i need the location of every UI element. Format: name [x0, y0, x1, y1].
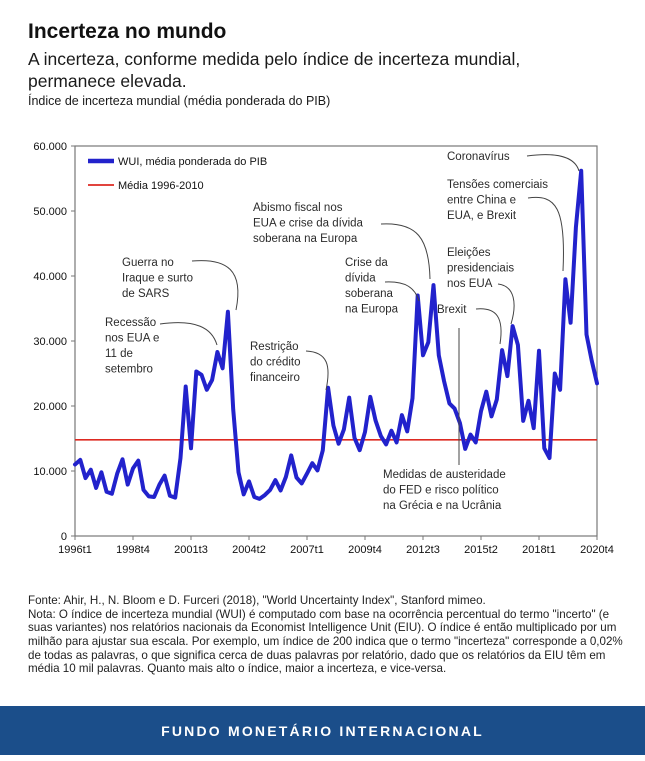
annotation-guerra-iraque-sars: Guerra no Iraque e surto de SARS	[122, 257, 193, 300]
annotation-connector-abismo-fiscal	[380, 223, 431, 280]
annotation-connector-recessao-eua-11-setembro	[159, 322, 218, 346]
annotation-connector-crise-divida-europa	[384, 281, 420, 302]
annotation-connector-guerra-iraque-sars	[191, 260, 239, 311]
chart-area: 0 10.000 20.000 30.000 40.000 50.000 60.000 199…	[0, 138, 645, 588]
annotation-medidas-austeridade: Medidas de austeridade do FED e risco pol…	[383, 469, 506, 512]
footnotes: Fonte: Ahir, H., N. Bloom e D. Furceri (…	[28, 594, 628, 676]
annotation-abismo-fiscal: Abismo fiscal nos EUA e crise da dívida so…	[253, 202, 364, 245]
y-tick-label: 60.000	[33, 141, 67, 153]
legend-wui-label: WUI, média ponderada do PIB	[118, 156, 267, 168]
annotation-restricao-credito: Restrição do crédito financeiro	[250, 341, 301, 384]
x-tick-label: 2015t2	[464, 544, 498, 556]
x-tick-label: 2001t3	[174, 544, 208, 556]
annotation-tensoes-comerciais: Tensões comerciais entre China e EUA, e Br…	[447, 179, 548, 222]
y-tick-label: 50.000	[33, 206, 67, 218]
imf-banner: FUNDO MONETÁRIO INTERNACIONAL	[0, 706, 645, 755]
x-tick-label: 1996t1	[58, 544, 92, 556]
methodology-note: Nota: O índice de incerteza mundial (WUI…	[28, 607, 623, 676]
y-tick-label: 10.000	[33, 466, 67, 478]
source-note: Fonte: Ahir, H., N. Bloom e D. Furceri (…	[28, 594, 486, 607]
x-tick-label: 1998t4	[116, 544, 150, 556]
figure-header: Incerteza no mundo A incerteza, conforme…	[28, 20, 628, 108]
annotation-brexit: Brexit	[437, 304, 467, 316]
wui-line-chart: 0 10.000 20.000 30.000 40.000 50.000 60.000 199…	[33, 141, 614, 556]
x-tick-label: 2012t3	[406, 544, 440, 556]
page-title: Incerteza no mundo	[28, 20, 227, 43]
x-tick-label: 2007t1	[290, 544, 324, 556]
x-tick-label: 2018t1	[522, 544, 556, 556]
annotation-crise-divida-europa: Crise da dívida soberana na Europa	[345, 257, 399, 316]
annotation-connector-tensoes-comerciais	[527, 196, 564, 272]
y-tick-label: 30.000	[33, 336, 67, 348]
y-tick-label: 40.000	[33, 271, 67, 283]
annotation-connector-brexit	[475, 308, 502, 345]
x-tick-label: 2004t2	[232, 544, 266, 556]
imf-banner-text: FUNDO MONETÁRIO INTERNACIONAL	[161, 722, 484, 739]
y-tick-label: 0	[61, 531, 67, 543]
annotation-coronavirus: Coronavírus	[447, 151, 510, 163]
x-tick-label: 2009t4	[348, 544, 382, 556]
annotation-recessao-eua-11-setembro: Recessão nos EUA e 11 de setembro	[105, 317, 159, 376]
x-tick-label: 2020t4	[580, 544, 614, 556]
annotation-connector-restricao-credito	[305, 350, 329, 391]
annotation-eleicoes-eua: Eleições presidenciais nos EUA	[447, 247, 514, 290]
chart-axis-description: Índice de incerteza mundial (média ponde…	[28, 94, 331, 109]
annotation-connector-eleicoes-eua	[497, 283, 515, 325]
wui-series-line	[73, 168, 599, 501]
annotation-connector-coronavirus	[526, 154, 580, 172]
figure-subtitle: A incerteza, conforme medida pelo índice…	[28, 49, 521, 91]
y-tick-label: 20.000	[33, 401, 67, 413]
legend-mean-label: Média 1996-2010	[118, 180, 204, 192]
